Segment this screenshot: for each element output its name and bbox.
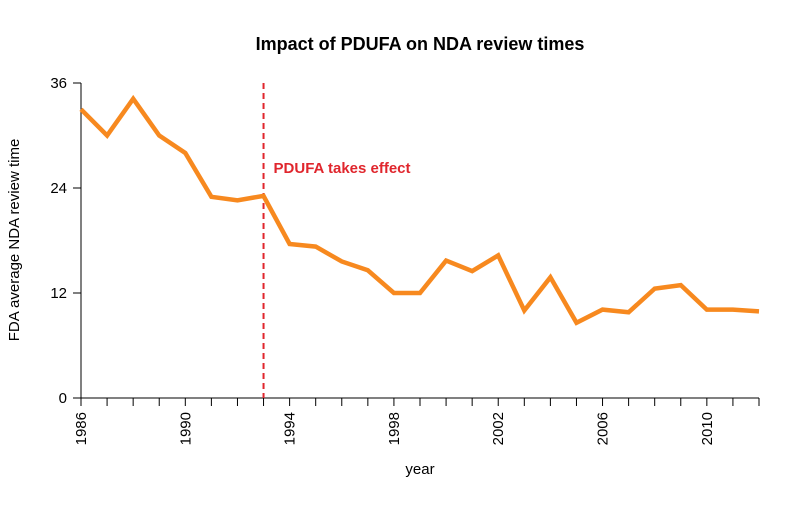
y-axis-label: FDA average NDA review time — [6, 139, 23, 342]
x-tick-label: 1990 — [177, 412, 194, 445]
x-tick-label: 1994 — [282, 412, 299, 445]
x-tick-label: 2002 — [490, 412, 507, 445]
y-tick-label: 12 — [50, 285, 67, 302]
chart-title: Impact of PDUFA on NDA review times — [256, 34, 585, 54]
x-tick-label: 1986 — [73, 412, 90, 445]
x-tick-label: 2010 — [699, 412, 716, 445]
series-line — [81, 99, 759, 323]
y-tick-label: 36 — [50, 75, 67, 92]
series-layer — [81, 99, 759, 323]
pdufa-annotation-label: PDUFA takes effect — [274, 160, 411, 177]
x-axis-label: year — [405, 461, 434, 478]
x-tick-label: 2006 — [595, 412, 612, 445]
y-tick-label: 0 — [59, 390, 67, 407]
y-tick-label: 24 — [50, 180, 67, 197]
x-tick-label: 1998 — [386, 412, 403, 445]
